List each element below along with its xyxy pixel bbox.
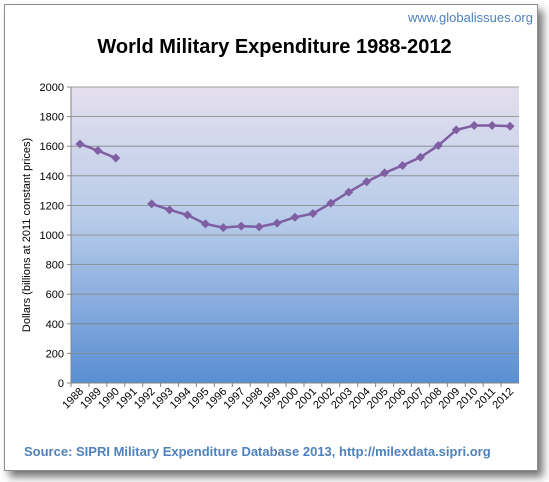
data-point	[487, 120, 497, 130]
data-point	[200, 219, 210, 229]
series-points	[75, 120, 515, 233]
data-point	[290, 212, 300, 222]
data-point	[505, 121, 515, 131]
watermark-link[interactable]: www.globalissues.org	[407, 10, 533, 25]
data-point	[182, 210, 192, 220]
data-point	[165, 205, 175, 215]
data-point	[344, 187, 354, 197]
y-tick-label: 400	[46, 319, 64, 331]
data-point	[398, 160, 408, 170]
data-point	[326, 198, 336, 208]
y-tick-label: 1800	[40, 112, 64, 124]
data-point	[308, 209, 318, 219]
y-tick-label: 1400	[40, 171, 64, 183]
source-link[interactable]: Source: SIPRI Military Expenditure Datab…	[24, 444, 491, 459]
data-point	[111, 153, 121, 163]
y-tick-label: 1000	[40, 230, 64, 242]
y-axis-label: Dollars (billions at 2011 constant price…	[21, 138, 33, 332]
chart-title: World Military Expenditure 1988-2012	[97, 36, 452, 58]
y-axis-ticks: 0 200 400 600 800 1000 1200 1400 1600 1800 2000	[40, 82, 71, 390]
data-point	[451, 125, 461, 135]
data-point	[147, 199, 157, 209]
y-tick-label: 0	[58, 378, 64, 390]
y-tick-label: 2000	[40, 82, 64, 94]
data-point	[469, 120, 479, 130]
data-point	[218, 223, 228, 233]
y-tick-label: 800	[46, 260, 64, 272]
data-point	[362, 177, 372, 187]
data-point	[254, 222, 264, 232]
data-point	[93, 146, 103, 156]
data-point	[433, 140, 443, 150]
y-tick-label: 600	[46, 289, 64, 301]
x-axis-ticks: 1988198919901991199219931994199519961997…	[60, 383, 516, 411]
data-point	[236, 221, 246, 231]
grid-lines	[71, 86, 519, 354]
data-point	[380, 168, 390, 178]
data-point	[272, 218, 282, 228]
y-tick-label: 1200	[40, 200, 64, 212]
y-tick-label: 200	[46, 348, 64, 360]
y-tick-label: 1600	[40, 141, 64, 153]
x-tick-label: 2012	[490, 386, 516, 412]
data-point	[415, 152, 425, 162]
data-point	[75, 139, 85, 149]
